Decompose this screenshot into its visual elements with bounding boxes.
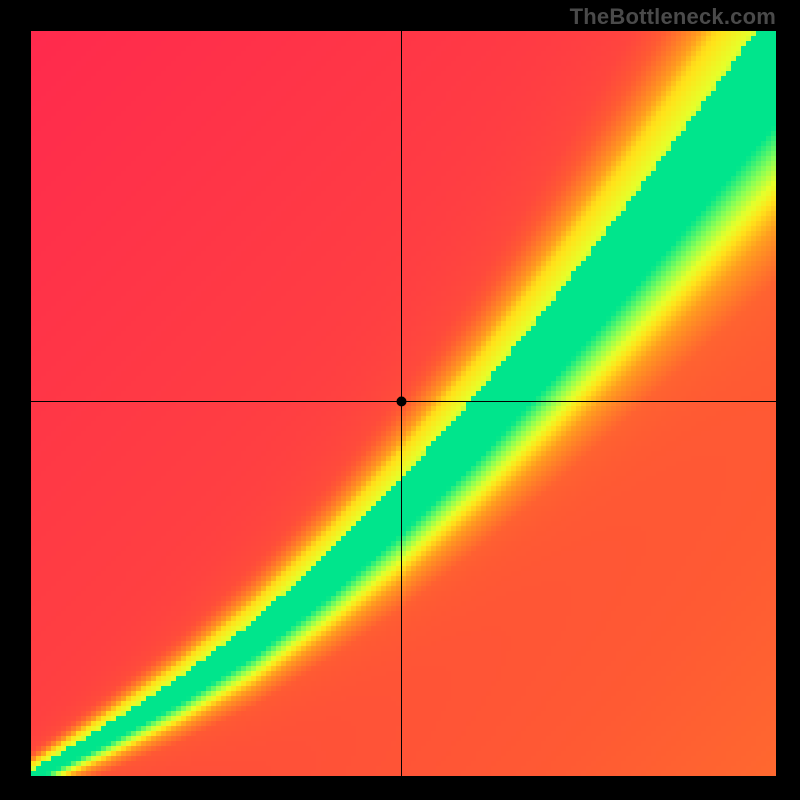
gradient-plot-canvas [0, 0, 800, 800]
watermark-text: TheBottleneck.com [570, 4, 776, 30]
figure-container: TheBottleneck.com [0, 0, 800, 800]
